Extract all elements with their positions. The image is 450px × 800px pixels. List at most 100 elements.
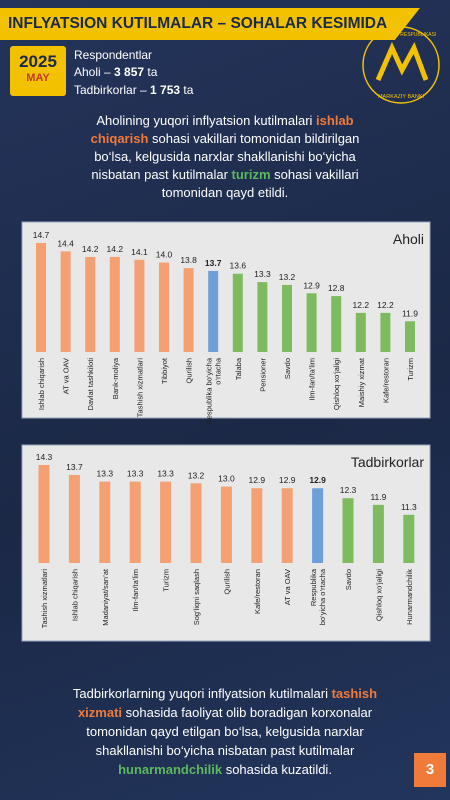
value-label: 14.1 — [131, 247, 148, 257]
respondents-label: Respondentlar — [74, 48, 153, 62]
respondents-line: Tadbirkorlar – 1 753 ta — [74, 83, 193, 97]
bar — [183, 268, 194, 352]
month: MAY — [26, 72, 50, 84]
category-label: Madaniyat/san’at — [101, 568, 110, 626]
logo-text: O‘ZBEKISTON RESPUBLIKASI — [366, 32, 437, 38]
bar — [85, 256, 96, 352]
category-label: Sog‘liqni saqlash — [192, 569, 201, 625]
bar — [232, 273, 243, 352]
logo-text: MARKAZIY BANKI — [378, 94, 425, 100]
bar — [68, 474, 80, 563]
bar — [282, 284, 292, 352]
category-label: Tashish xizmatlari — [135, 358, 144, 418]
category-label: Tibbiyot — [160, 357, 169, 384]
text-segment: sohasi vakillari tomonidan qayd etildi. — [161, 167, 359, 200]
category-label: Maishiy xizmat — [357, 357, 366, 407]
category-label: Respublika bo‘yichao‘rtacha — [205, 357, 223, 425]
value-label: 12.9 — [249, 475, 266, 485]
bar — [208, 270, 219, 352]
page-number: 3 — [414, 753, 446, 787]
category-label: Kafe/restoran — [381, 358, 390, 403]
category-label: Qishloq xo‘jaligi — [332, 358, 341, 410]
value-label: 14.7 — [33, 230, 50, 240]
text-segment: Tadbirkorlar – — [74, 83, 151, 97]
category-label: Respublikabo‘yicha o‘rtacha — [309, 568, 327, 625]
bar — [129, 481, 141, 563]
conclusion-text: Tadbirkorlarning yuqori inflyatsion kuti… — [60, 684, 390, 779]
category-label: Pensioner — [258, 358, 267, 392]
bar — [312, 488, 324, 563]
bar — [190, 483, 202, 563]
text-segment: hunarmandchilik — [118, 762, 223, 777]
value-label: 13.7 — [66, 462, 83, 472]
bar — [342, 498, 354, 563]
bar — [331, 296, 342, 352]
category-label: Turizm — [162, 569, 171, 592]
logo-mark — [375, 41, 429, 82]
value-label: 13.0 — [218, 474, 235, 484]
bar — [160, 481, 172, 563]
category-label: Bank-moliya — [111, 357, 120, 399]
category-label: Ilm-fan/ta’lim — [131, 569, 140, 612]
value-label: 12.9 — [303, 280, 320, 290]
bar — [372, 504, 384, 563]
value-label: 11.9 — [370, 492, 386, 502]
bar — [257, 282, 268, 352]
bar — [403, 514, 415, 563]
intro-text: Aholining yuqori inflyatsion kutilmalari… — [75, 112, 375, 202]
text-segment: sohasi vakillari tomonidan bildirilgan b… — [91, 131, 360, 182]
value-label: 12.2 — [353, 300, 370, 310]
text-segment: sohasida kuzatildi. — [222, 762, 332, 777]
text-segment: 1 753 — [150, 83, 181, 97]
text-segment: ta — [180, 83, 194, 97]
value-label: 11.3 — [401, 502, 417, 512]
bar — [134, 259, 145, 352]
category-label: Tashish xizmatlari — [40, 569, 49, 629]
text-segment: 3 857 — [114, 65, 145, 79]
text-segment: Aholining yuqori inflyatsion kutilmalari — [96, 113, 317, 128]
bar — [380, 312, 391, 352]
text-segment: ta — [144, 65, 158, 79]
year: 2025 — [19, 52, 57, 71]
category-label: Savdo — [344, 569, 353, 590]
value-label: 13.8 — [180, 255, 197, 265]
value-label: 14.2 — [82, 244, 99, 254]
category-label: Ishlab chiqarish — [37, 358, 46, 410]
category-label: Hunarmandchilik — [405, 569, 414, 625]
bar — [36, 242, 46, 352]
bar — [38, 464, 50, 563]
category-label: Davlat tashkiloti — [86, 358, 95, 411]
text-segment: turizm — [231, 167, 271, 182]
chart-title: Aholi — [393, 231, 424, 247]
bar — [251, 488, 263, 563]
value-label: 12.3 — [340, 485, 357, 495]
category-label: AT va OAV — [62, 358, 71, 394]
text-segment: ishlab chiqarish — [90, 113, 354, 146]
text-segment: Aholi – — [74, 65, 115, 79]
category-label: Ishlab chiqarish — [70, 569, 79, 621]
value-label: 14.0 — [156, 250, 173, 260]
category-label: Qishloq xo‘jaligi — [374, 569, 383, 621]
logo-ring — [362, 26, 440, 104]
value-label: 12.9 — [279, 475, 296, 485]
category-label: Qurilish — [185, 358, 194, 383]
page-title: INFLYATSION KUTILMALAR – SOHALAR KESIMID… — [0, 8, 420, 40]
bar — [159, 262, 169, 352]
category-label: Qurilish — [222, 569, 231, 594]
text-segment: sohasida faoliyat olib boradigan korxona… — [86, 705, 373, 758]
category-label: Savdo — [283, 358, 292, 379]
text-segment: tashish xizmati — [77, 686, 378, 720]
logo: O‘ZBEKISTON RESPUBLIKASI MARKAZIY BANKI — [362, 26, 440, 104]
value-label: 13.3 — [97, 469, 114, 479]
value-label: 13.3 — [127, 469, 144, 479]
value-label: 13.2 — [279, 272, 296, 282]
value-label: 12.2 — [377, 300, 394, 310]
bar — [109, 256, 120, 352]
date-box: 2025 MAY — [10, 46, 66, 96]
bar — [220, 486, 232, 563]
value-label: 12.9 — [309, 475, 326, 485]
category-label: Ilm-fan/ta’lim — [308, 358, 317, 401]
bar — [60, 251, 71, 352]
value-label: 13.3 — [157, 469, 174, 479]
